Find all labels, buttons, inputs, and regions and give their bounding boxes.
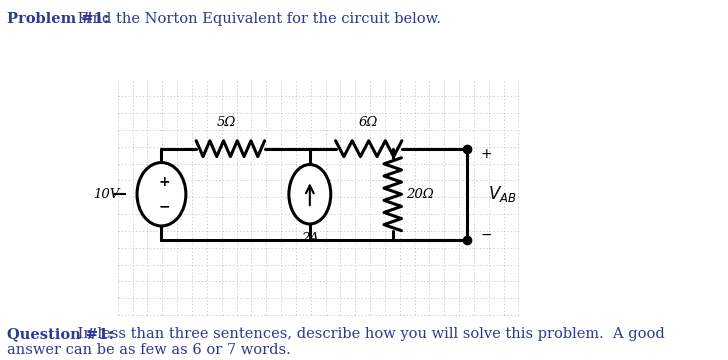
- Text: 20Ω: 20Ω: [405, 188, 434, 201]
- Text: answer can be as few as 6 or 7 words.: answer can be as few as 6 or 7 words.: [7, 343, 290, 357]
- Text: $V_{AB}$: $V_{AB}$: [488, 184, 516, 204]
- Text: −: −: [480, 228, 492, 242]
- Text: −: −: [158, 199, 170, 213]
- Text: 10V: 10V: [93, 188, 119, 201]
- Text: Question #1:: Question #1:: [7, 327, 114, 341]
- Text: In less than three sentences, describe how you will solve this problem.  A good: In less than three sentences, describe h…: [74, 327, 665, 341]
- Text: +: +: [158, 175, 170, 189]
- Text: Find the Norton Equivalent for the circuit below.: Find the Norton Equivalent for the circu…: [74, 12, 441, 26]
- Text: +: +: [480, 147, 492, 161]
- Text: 2A: 2A: [301, 232, 319, 245]
- Ellipse shape: [137, 162, 186, 226]
- Text: 5Ω: 5Ω: [216, 116, 236, 129]
- Ellipse shape: [289, 165, 331, 224]
- Text: Problem #1:: Problem #1:: [7, 12, 109, 26]
- Text: 6Ω: 6Ω: [359, 116, 379, 129]
